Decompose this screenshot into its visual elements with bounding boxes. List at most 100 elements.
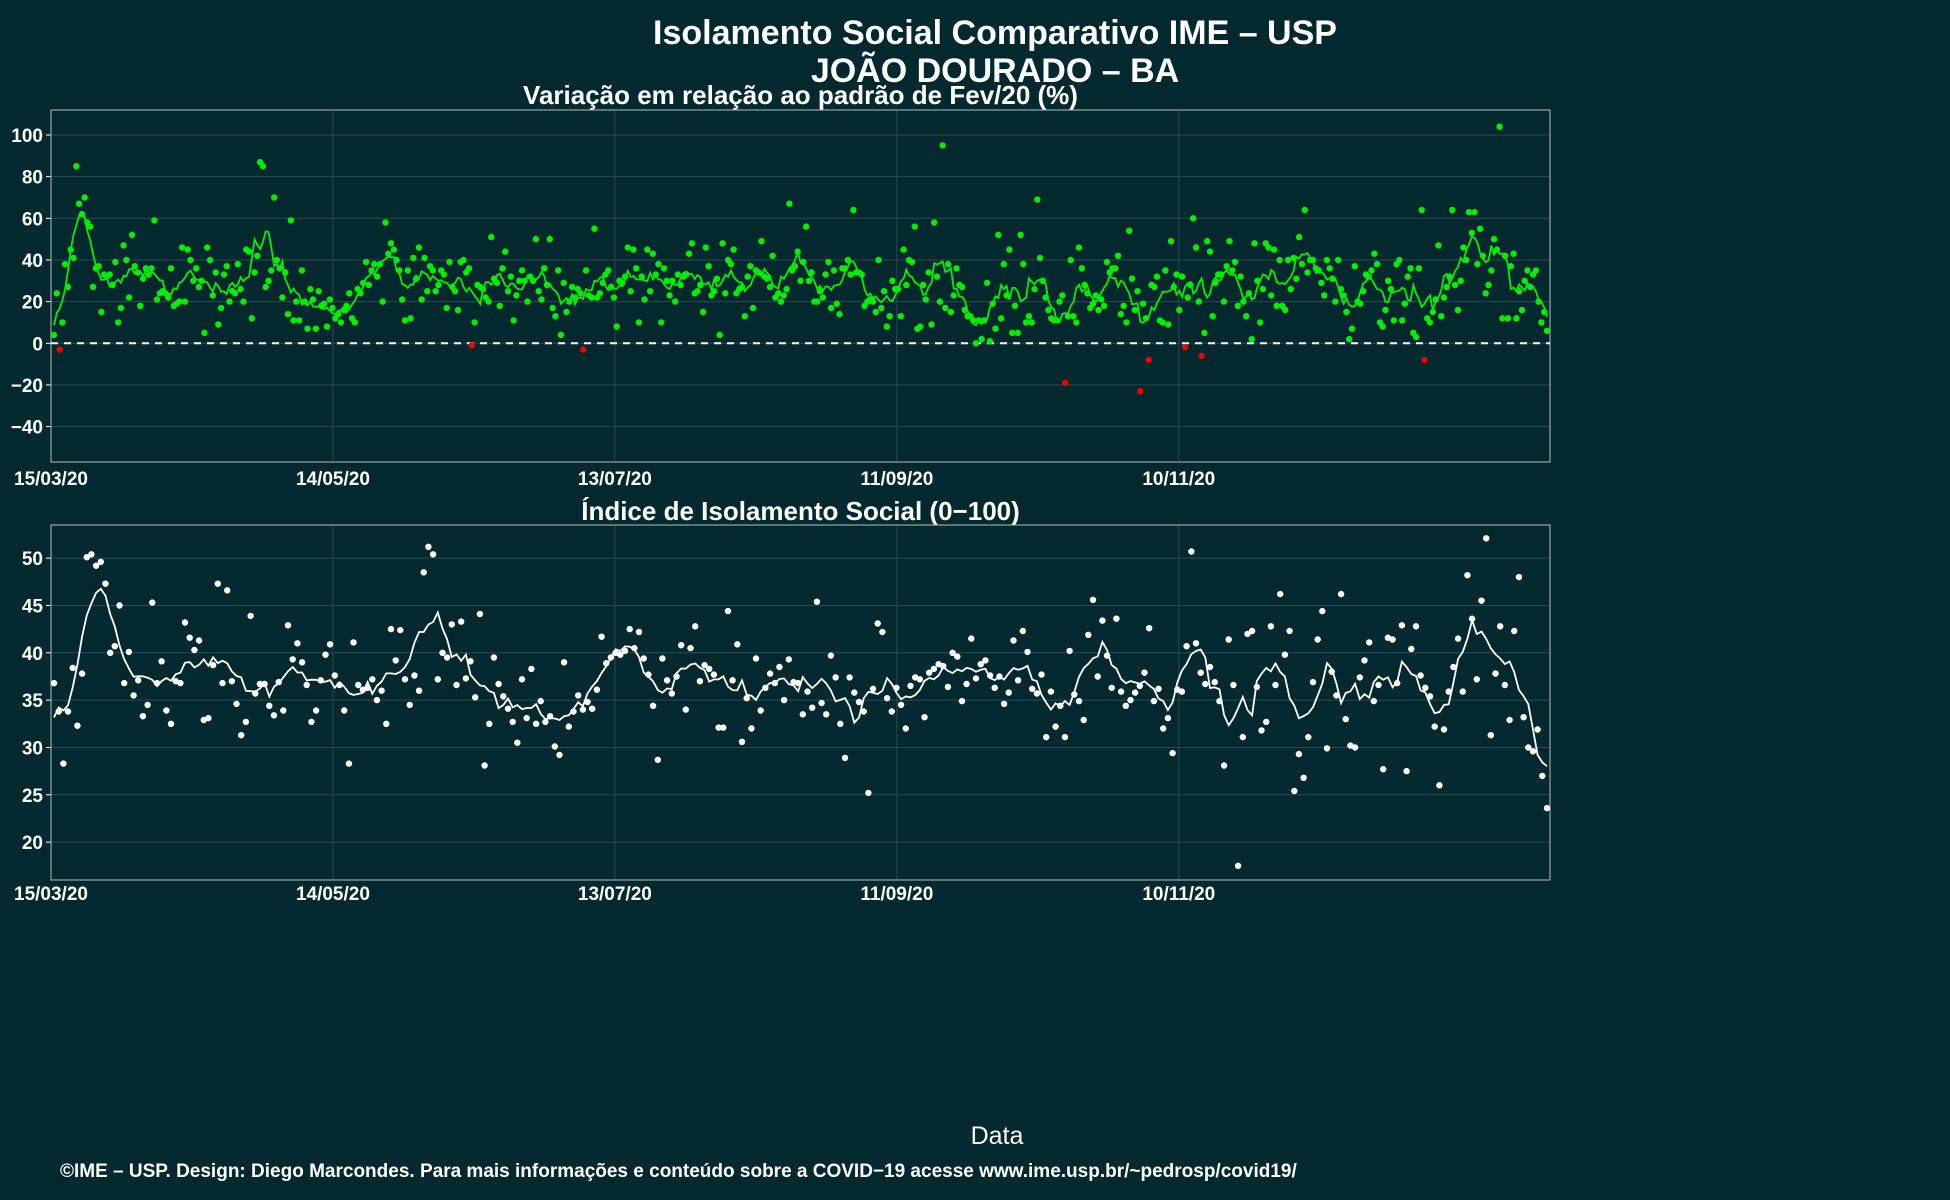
variation-point	[805, 277, 813, 284]
variation-point	[549, 304, 556, 312]
index-point	[1431, 723, 1438, 730]
variation-point	[1515, 288, 1523, 295]
variation-point	[126, 294, 133, 301]
index-point	[1529, 748, 1537, 755]
variation-point	[1323, 256, 1331, 264]
variation-point	[1022, 319, 1030, 326]
variation-point	[346, 290, 353, 297]
variation-point	[373, 273, 381, 280]
variation-point	[744, 273, 751, 280]
variation-point	[1396, 256, 1403, 264]
index-point	[1459, 688, 1467, 695]
index-point	[743, 695, 750, 702]
index-point	[247, 612, 254, 620]
variation-point	[883, 323, 890, 330]
index-point	[1487, 732, 1495, 739]
index-point	[1356, 674, 1364, 681]
index-point	[125, 648, 133, 656]
index-point	[341, 707, 348, 714]
variation-point	[109, 281, 116, 289]
variation-point	[153, 296, 161, 303]
index-point	[1445, 688, 1452, 695]
index-point	[181, 619, 189, 626]
variation-point	[939, 142, 946, 149]
index-point	[1497, 623, 1504, 630]
index-point	[523, 714, 530, 722]
index-point	[1408, 645, 1415, 653]
variation-panel-frame	[50, 109, 1551, 463]
variation-point	[875, 256, 882, 264]
variation-point	[432, 288, 439, 295]
index-point	[715, 724, 722, 731]
index-point	[752, 655, 760, 662]
index-point	[495, 680, 502, 688]
variation-point	[365, 281, 372, 289]
index-point	[617, 651, 624, 658]
variation-point	[972, 340, 980, 347]
index-point	[532, 720, 540, 727]
variation-point	[248, 315, 255, 322]
index-point	[294, 640, 301, 647]
variation-point	[1471, 208, 1478, 216]
variation-point	[1399, 317, 1406, 324]
variation-point	[265, 277, 272, 284]
variation-point	[844, 256, 852, 264]
variation-point	[393, 256, 400, 264]
variation-point	[1446, 273, 1453, 280]
variation-point	[630, 246, 637, 253]
index-point	[1361, 657, 1368, 664]
variation-point	[120, 242, 127, 249]
variation-point	[1003, 292, 1010, 299]
index-point	[930, 665, 938, 673]
variation-point	[231, 290, 239, 297]
chart-title-line1: Isolamento Social Comparativo IME – USP	[653, 14, 1337, 52]
index-point	[996, 673, 1003, 680]
variation-point	[1535, 298, 1542, 305]
variation-point	[234, 260, 241, 268]
index-point	[1211, 678, 1218, 686]
variation-point	[343, 302, 350, 309]
variation-point	[516, 277, 523, 284]
variation-point	[334, 310, 342, 318]
variation-point	[1103, 258, 1111, 266]
variation-point	[460, 256, 467, 264]
index-point	[1052, 723, 1059, 730]
variation-point	[1293, 275, 1300, 282]
variation-point	[1212, 279, 1219, 287]
variation-point	[513, 292, 520, 299]
variation-point	[371, 260, 378, 268]
index-point	[1305, 733, 1312, 741]
variation-point	[1256, 319, 1264, 326]
variation-point	[131, 263, 138, 270]
variation-point	[1270, 246, 1278, 253]
variation-point	[649, 250, 657, 257]
variation-point	[830, 267, 838, 274]
variation-point	[95, 263, 102, 270]
variation-point	[1421, 356, 1428, 364]
variation-point	[1028, 319, 1035, 326]
variation-point	[897, 313, 904, 320]
variation-point	[978, 335, 985, 343]
variation-point	[1496, 123, 1503, 130]
index-point	[958, 697, 966, 705]
variation-point	[1507, 263, 1515, 270]
footer-credit: ©IME – USP. Design: Diego Marcondes. Par…	[60, 1161, 1297, 1182]
index-point	[579, 706, 587, 713]
index-point	[1094, 673, 1101, 680]
variation-point	[1334, 256, 1342, 264]
variation-point	[1159, 319, 1166, 326]
variation-point	[323, 323, 331, 330]
variation-point	[73, 163, 80, 170]
variation-point	[552, 313, 559, 320]
index-point	[888, 708, 895, 715]
variation-point	[672, 298, 679, 305]
index-point	[69, 664, 76, 672]
index-point	[1464, 572, 1471, 579]
variation-point	[777, 298, 785, 305]
index-y-tick-label: 40	[22, 644, 43, 665]
variation-point	[385, 250, 392, 257]
index-point	[411, 672, 418, 679]
variation-point	[532, 235, 540, 243]
variation-point	[983, 279, 991, 287]
